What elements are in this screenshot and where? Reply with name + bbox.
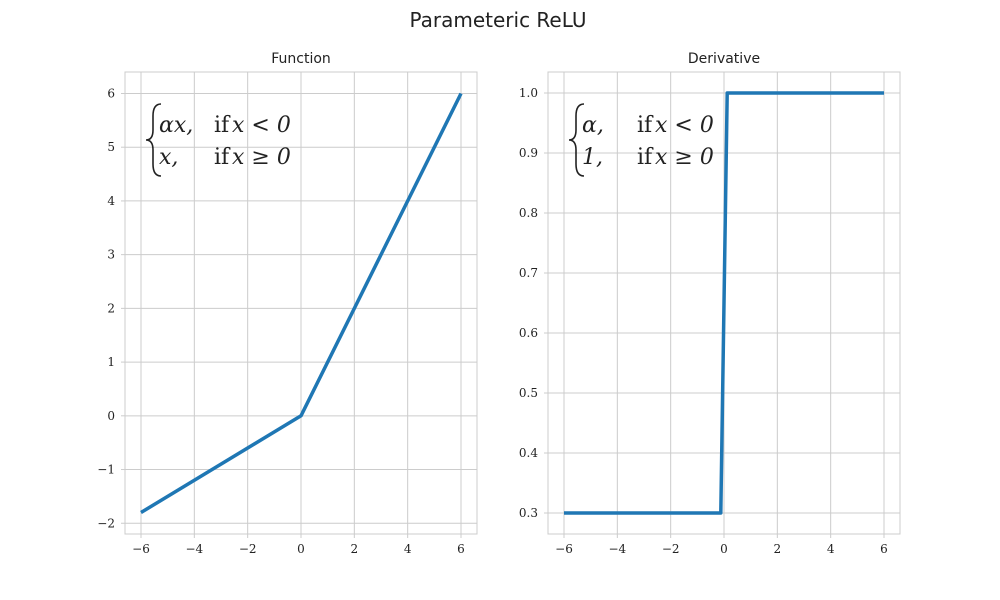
function-formula-cond: if bbox=[214, 145, 231, 170]
derivative-y-tick-label: 0.7 bbox=[519, 266, 538, 280]
function-y-tick-label: 4 bbox=[107, 194, 115, 208]
function-title: Function bbox=[271, 51, 331, 67]
derivative-y-tick-label: 0.6 bbox=[519, 326, 538, 340]
function-formula-cond: if bbox=[214, 113, 231, 138]
function-y-tick-label: 1 bbox=[107, 355, 115, 369]
derivative-y-tick-label: 0.5 bbox=[519, 386, 538, 400]
function-formula-rel: x ≥ 0 bbox=[232, 145, 291, 170]
function-y-tick-label: 3 bbox=[107, 248, 115, 262]
function-y-tick-label: −1 bbox=[97, 463, 115, 477]
derivative-formula-expr: 1, bbox=[582, 145, 603, 170]
derivative-y-tick-label: 0.4 bbox=[519, 446, 538, 460]
derivative-formula: α, if x < 0 1, if x ≥ 0 bbox=[568, 103, 714, 177]
function-panel: −6 −4 −2 0 2 4 6 −2 −1 0 1 2 3 4 5 6 Function αx, if x < 0 x… bbox=[97, 51, 478, 556]
function-x-tick-label: 2 bbox=[351, 542, 359, 556]
derivative-formula-expr: α, bbox=[582, 113, 604, 138]
function-formula-rel: x < 0 bbox=[232, 113, 291, 138]
derivative-x-tick-label: 2 bbox=[774, 542, 782, 556]
function-x-tick-label: 6 bbox=[457, 542, 465, 556]
function-x-tick-label: 0 bbox=[297, 542, 305, 556]
function-series-line bbox=[140, 92, 463, 514]
derivative-formula-cond: if bbox=[637, 113, 654, 138]
derivative-x-tick-label: −4 bbox=[608, 542, 626, 556]
function-y-tick-label: 2 bbox=[107, 301, 115, 315]
function-formula-expr: x, bbox=[159, 145, 178, 170]
derivative-series-line bbox=[564, 91, 884, 515]
derivative-formula-rel: x < 0 bbox=[655, 113, 714, 138]
function-x-tick-label: 4 bbox=[404, 542, 412, 556]
function-formula: αx, if x < 0 x, if x ≥ 0 bbox=[145, 103, 291, 177]
derivative-x-tick-label: −2 bbox=[662, 542, 680, 556]
function-y-tick-label: −2 bbox=[97, 516, 115, 530]
function-y-tick-label: 6 bbox=[107, 86, 115, 100]
derivative-y-tick-label: 1.0 bbox=[519, 86, 538, 100]
function-formula-brace-icon bbox=[145, 103, 162, 177]
function-x-tick-label: −6 bbox=[132, 542, 150, 556]
figure-title: Parameteric ReLU bbox=[409, 8, 586, 32]
derivative-panel: −6 −4 −2 0 2 4 6 0.3 0.4 0.5 0.6 0.7 0.8 0.9 1.0 Deriva… bbox=[519, 51, 901, 556]
function-formula-expr: αx, bbox=[159, 113, 193, 138]
derivative-y-tick-label: 0.3 bbox=[519, 506, 538, 520]
function-y-tick-label: 0 bbox=[107, 409, 115, 423]
derivative-formula-brace-icon bbox=[568, 103, 585, 177]
function-x-tick-label: −2 bbox=[239, 542, 257, 556]
derivative-title: Derivative bbox=[688, 51, 760, 67]
derivative-formula-rel: x ≥ 0 bbox=[655, 145, 714, 170]
function-x-tick-label: −4 bbox=[185, 542, 203, 556]
derivative-y-tick-label: 0.8 bbox=[519, 206, 538, 220]
derivative-y-tick-label: 0.9 bbox=[519, 146, 538, 160]
derivative-x-tick-label: −6 bbox=[555, 542, 573, 556]
function-y-tick-label: 5 bbox=[107, 140, 115, 154]
derivative-formula-cond: if bbox=[637, 145, 654, 170]
derivative-x-tick-label: 6 bbox=[880, 542, 888, 556]
derivative-x-tick-label: 4 bbox=[827, 542, 835, 556]
derivative-x-tick-label: 0 bbox=[720, 542, 728, 556]
